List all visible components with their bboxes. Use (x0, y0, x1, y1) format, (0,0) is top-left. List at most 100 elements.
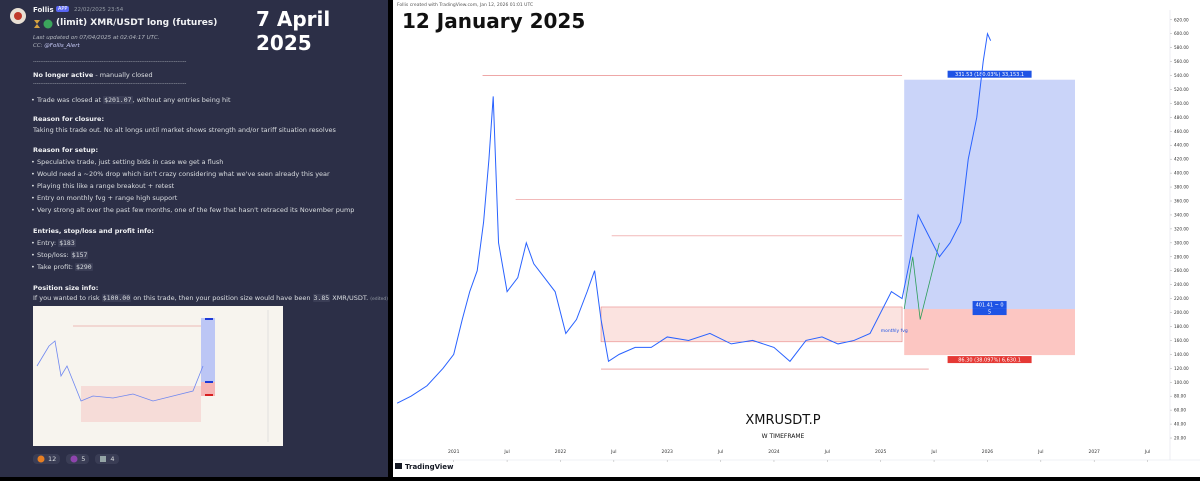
y-tick-label: 500.00 (1174, 101, 1189, 106)
symbol: XMRUSDT.P (745, 413, 820, 428)
chart: Follis created with TradingView.com, Jan… (393, 2, 1200, 471)
x-tick-label: 2024 (768, 449, 780, 455)
position-label: 401.41 ~ 0 (976, 303, 1004, 309)
reaction-icon (37, 455, 45, 463)
y-tick-label: 300.00 (1174, 240, 1189, 245)
timestamp: 22/02/2025 23:54 (74, 7, 124, 13)
brand: TradingView (405, 463, 454, 471)
attachment-thumbnail[interactable] (33, 306, 283, 446)
setup-bullet: Speculative trade, just setting bids in … (31, 158, 223, 166)
code: $100.00 (101, 294, 132, 302)
mention[interactable]: @Follis_Alert (44, 43, 80, 49)
divider: ----------------------------------------… (33, 59, 187, 65)
chart-header: Follis created with TradingView.com, Jan… (397, 2, 533, 8)
code: $290 (75, 263, 93, 271)
position-label-bg (972, 301, 1007, 309)
position-label: 5 (988, 310, 991, 316)
reaction-icon (70, 455, 78, 463)
code: 3.85 (312, 294, 331, 302)
title: (limit) XMR/USDT long (futures) (56, 18, 218, 28)
y-tick-label: 280.00 (1174, 254, 1189, 259)
y-tick-label: 180.00 (1174, 324, 1189, 329)
loss-zone (904, 309, 1075, 356)
x-tick-label: Jul (824, 449, 830, 455)
divider: ----------------------------------------… (33, 81, 187, 87)
status: No longer active - manually closed (33, 71, 153, 79)
code: $157 (70, 251, 89, 259)
author[interactable]: Follis (33, 6, 54, 14)
x-tick-label: Jul (1144, 449, 1150, 455)
size-text: If you wanted to risk $100.00 on this tr… (33, 294, 388, 302)
y-tick-label: 120.00 (1174, 366, 1189, 371)
y-tick-label: 600.00 (1174, 31, 1189, 36)
timeframe: W TIMEFRAME (762, 433, 805, 440)
x-tick-label: 2021 (448, 449, 460, 455)
closure-text: Taking this trade out. No alt longs unti… (33, 126, 336, 134)
code: $201.07 (103, 96, 133, 104)
x-tick-label: 2023 (661, 449, 673, 455)
y-tick-label: 40.00 (1174, 422, 1186, 427)
y-tick-label: 380.00 (1174, 185, 1189, 190)
reaction[interactable]: 12 (33, 454, 61, 464)
avatar (10, 8, 26, 24)
app-badge: APP (56, 6, 70, 12)
y-tick-label: 560.00 (1174, 59, 1189, 64)
text: , without any entries being hit (132, 96, 231, 104)
y-tick-label: 80.00 (1174, 394, 1186, 399)
y-tick-label: 460.00 (1174, 129, 1189, 134)
y-tick-label: 100.00 (1174, 380, 1189, 385)
y-tick-label: 360.00 (1174, 199, 1189, 204)
text: on this trade, then your position size w… (131, 294, 313, 302)
heading: Reason for setup: (33, 146, 99, 154)
y-tick-label: 260.00 (1174, 268, 1189, 273)
setup-bullet: Very strong alt over the past few months… (31, 206, 354, 214)
overlay-date: 12 January 2025 (402, 9, 585, 33)
reactions: 12 5 4 (33, 454, 119, 464)
entry-bullet: Take profit: $290 (31, 263, 93, 271)
x-tick-label: 2027 (1088, 449, 1100, 455)
x-tick-label: 2026 (982, 449, 994, 455)
x-tick-label: Jul (1037, 449, 1043, 455)
position-label: 86.30 (38.097%) 6,630.1 (958, 358, 1021, 364)
title-icons (34, 19, 53, 29)
y-tick-label: 160.00 (1174, 338, 1189, 343)
text: If you wanted to risk (33, 294, 102, 302)
price-line (396, 31, 992, 404)
y-tick-label: 620.00 (1174, 17, 1189, 22)
closed-bullet: Trade was closed at $201.07, without any… (31, 96, 231, 104)
code: $183 (58, 239, 76, 247)
reaction-count: 12 (48, 455, 57, 463)
y-tick-label: 20.00 (1174, 436, 1186, 441)
overlay-date: 7 April 2025 (256, 7, 331, 55)
reaction[interactable]: 5 (66, 454, 90, 464)
reaction-count: 5 (81, 455, 86, 463)
y-tick-label: 480.00 (1174, 115, 1189, 120)
fvg-label: monthly fvg (881, 328, 908, 334)
entry-bullet: Entry: $183 (31, 239, 76, 247)
y-tick-label: 420.00 (1174, 157, 1189, 162)
text: XMR/USDT. (330, 294, 369, 302)
entry-bullet: Stop/loss: $157 (31, 251, 89, 259)
y-tick-label: 220.00 (1174, 296, 1189, 301)
brand-logo (395, 463, 402, 469)
setup-bullet: Would need a ~20% drop which isn't crazy… (31, 170, 330, 178)
y-tick-label: 320.00 (1174, 226, 1189, 231)
y-tick-label: 240.00 (1174, 282, 1189, 287)
y-tick-label: 340.00 (1174, 212, 1189, 217)
text: Take profit: (37, 263, 76, 271)
status-text: - manually closed (93, 71, 153, 79)
position-label-bg (972, 308, 1007, 316)
y-tick-label: 140.00 (1174, 352, 1189, 357)
cc: CC: @Follis_Alert (33, 43, 80, 49)
y-tick-label: 400.00 (1174, 171, 1189, 176)
position-label: 331.53 (180.03%) 33,153.1 (955, 72, 1024, 78)
y-tick-label: 540.00 (1174, 73, 1189, 78)
text: Stop/loss: (37, 251, 71, 259)
position-label-bg (947, 356, 1032, 364)
y-tick-label: 60.00 (1174, 408, 1186, 413)
heading: Position size info: (33, 284, 99, 292)
reaction[interactable]: 4 (95, 454, 119, 464)
x-tick-label: Jul (930, 449, 936, 455)
